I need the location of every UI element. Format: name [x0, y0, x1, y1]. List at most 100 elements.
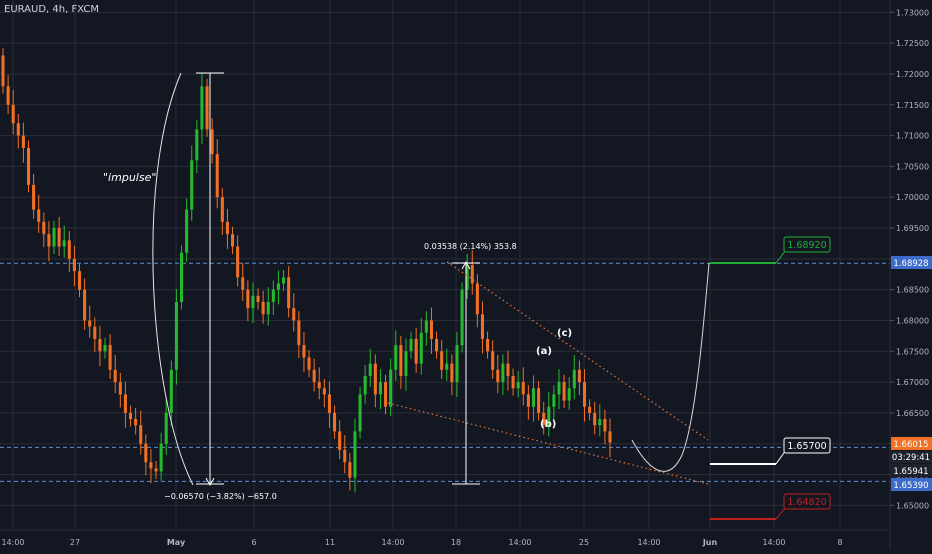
candle[interactable] [200, 73, 204, 145]
candle[interactable] [11, 89, 15, 135]
candles[interactable] [1, 48, 612, 493]
candle[interactable] [113, 354, 117, 394]
candle[interactable] [572, 354, 576, 400]
wave-b-label[interactable]: (b) [540, 419, 556, 430]
candle[interactable] [373, 354, 377, 408]
projected-path[interactable] [631, 262, 710, 472]
candle[interactable] [465, 253, 469, 299]
candle[interactable] [220, 187, 224, 235]
candle[interactable] [384, 374, 388, 415]
candle[interactable] [118, 372, 122, 408]
candle[interactable] [134, 407, 138, 435]
candle[interactable] [389, 358, 393, 416]
candle[interactable] [358, 387, 362, 439]
candle[interactable] [236, 235, 240, 287]
wave-a-label[interactable]: (a) [536, 346, 552, 357]
candle[interactable] [16, 114, 20, 149]
candle[interactable] [537, 380, 541, 421]
candle[interactable] [435, 331, 439, 359]
candle[interactable] [593, 401, 597, 435]
candle[interactable] [98, 326, 102, 367]
candle[interactable] [195, 120, 199, 174]
candle[interactable] [557, 369, 561, 410]
candle[interactable] [562, 374, 566, 408]
candle[interactable] [521, 367, 525, 406]
candle[interactable] [506, 350, 510, 391]
candle[interactable] [52, 220, 56, 254]
candle[interactable] [582, 369, 587, 422]
candle[interactable] [190, 145, 194, 221]
candle[interactable] [276, 270, 280, 305]
candle[interactable] [266, 287, 270, 326]
candle[interactable] [256, 288, 260, 310]
candle[interactable] [312, 358, 316, 392]
drawings[interactable]: 1.68920 1.65700 1.64820 "impulse" (a) (b… [103, 72, 831, 520]
candle[interactable] [83, 278, 87, 330]
candle[interactable] [516, 371, 520, 398]
candle[interactable] [414, 327, 418, 373]
candle[interactable] [424, 311, 428, 346]
impulse-label[interactable]: "impulse" [103, 171, 156, 184]
candle[interactable] [450, 354, 454, 396]
channel-lower-line[interactable] [387, 402, 709, 485]
candle[interactable] [317, 367, 321, 400]
candle[interactable] [608, 418, 612, 458]
candle[interactable] [62, 225, 66, 258]
candle[interactable] [271, 280, 275, 315]
candle[interactable] [501, 354, 505, 396]
candle[interactable] [327, 381, 331, 428]
candle[interactable] [47, 221, 51, 262]
candle[interactable] [210, 118, 214, 164]
wave-c-label[interactable]: (c) [557, 328, 572, 339]
candle[interactable] [128, 405, 133, 427]
candle[interactable] [491, 340, 495, 380]
candle[interactable] [480, 301, 485, 354]
candle[interactable] [241, 262, 245, 301]
candle[interactable] [333, 405, 337, 439]
candle[interactable] [225, 208, 229, 249]
candle[interactable] [322, 379, 326, 408]
target-box-white[interactable] [783, 437, 831, 454]
candle[interactable] [363, 364, 367, 404]
candle[interactable] [231, 226, 235, 254]
candle[interactable] [261, 290, 265, 324]
candle[interactable] [1, 48, 5, 94]
candle[interactable] [32, 173, 36, 219]
candle[interactable] [103, 337, 107, 359]
candle[interactable] [588, 399, 592, 421]
candle[interactable] [486, 331, 490, 359]
horizontal-levels[interactable] [0, 262, 890, 482]
candle[interactable] [343, 435, 347, 474]
candle[interactable] [297, 311, 301, 359]
candle[interactable] [577, 360, 581, 396]
impulse-arc[interactable] [152, 72, 194, 486]
candle[interactable] [6, 75, 10, 115]
candle[interactable] [174, 289, 178, 385]
candle[interactable] [348, 452, 352, 491]
candle[interactable] [567, 377, 571, 410]
candle[interactable] [419, 318, 423, 375]
candle[interactable] [159, 432, 163, 481]
candle[interactable] [67, 231, 71, 272]
candle[interactable] [287, 266, 291, 318]
candle[interactable] [460, 282, 464, 353]
candle[interactable] [57, 216, 61, 256]
candle[interactable] [440, 340, 444, 380]
candle[interactable] [164, 398, 168, 455]
candle[interactable] [429, 307, 434, 354]
candle[interactable] [445, 348, 449, 381]
candle[interactable] [496, 354, 500, 394]
candle[interactable] [26, 140, 31, 193]
time-axis[interactable]: 14:00 27 May 6 11 14:00 18 14:00 25 14:00 Jun 14:00… [1, 538, 842, 547]
candle[interactable] [205, 78, 209, 137]
candle[interactable] [603, 409, 607, 445]
candle[interactable] [179, 245, 184, 310]
candle[interactable] [251, 282, 255, 323]
candle[interactable] [37, 194, 41, 233]
candle[interactable] [88, 305, 92, 338]
channel-upper-line[interactable] [446, 261, 709, 441]
candle[interactable] [552, 385, 556, 420]
candle[interactable] [93, 317, 97, 352]
